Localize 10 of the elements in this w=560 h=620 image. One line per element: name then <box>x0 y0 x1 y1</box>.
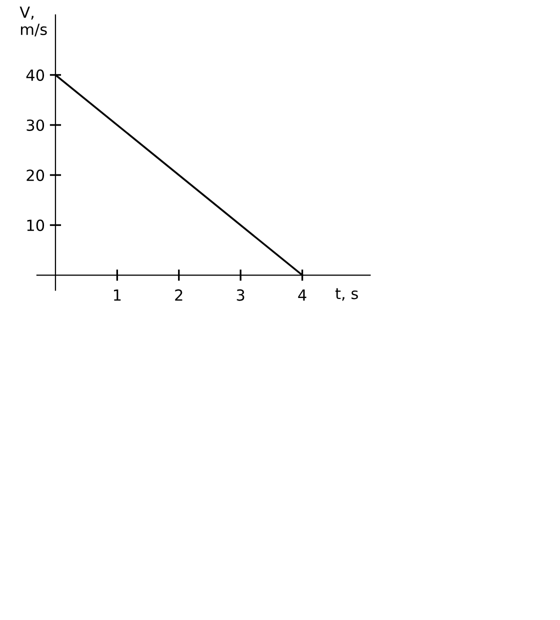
x-tick-label: 1 <box>114 290 121 301</box>
y-tick-label: 20 <box>26 170 44 182</box>
x-tick-label: 2 <box>175 289 182 301</box>
x-tick-label: 4 <box>298 290 306 301</box>
y-tick-label: 10 <box>27 220 44 232</box>
y-tick-label: 30 <box>26 119 44 132</box>
y-tick-label: 40 <box>26 69 44 81</box>
y-axis-title: V, m/s <box>20 6 47 36</box>
x-tick-label: 3 <box>236 289 244 301</box>
x-axis-title: t, s <box>335 288 358 301</box>
